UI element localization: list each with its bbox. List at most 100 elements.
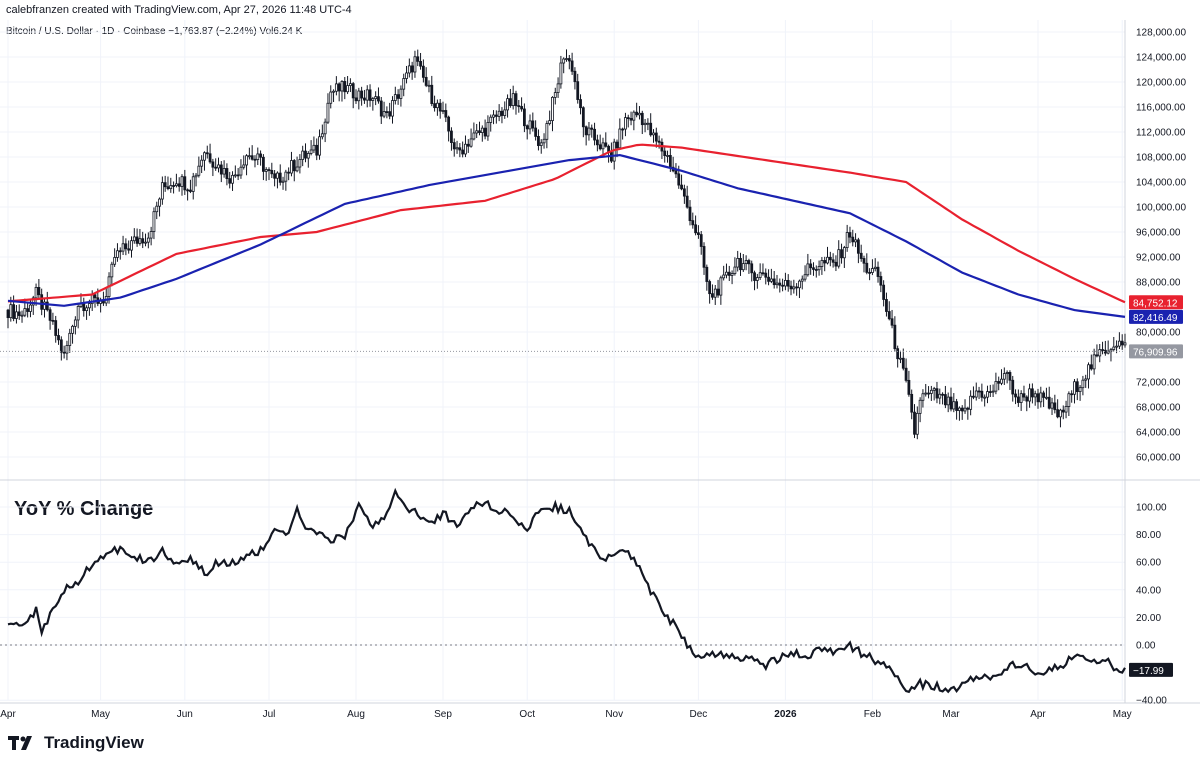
candle-body — [73, 319, 77, 327]
candle-body — [789, 285, 793, 290]
candle-body — [750, 263, 754, 274]
candle-body — [365, 89, 369, 101]
candle-body — [848, 232, 852, 238]
tradingview-logo-icon — [8, 736, 32, 750]
candle-body — [523, 108, 526, 127]
candle-body — [980, 390, 984, 398]
candle-body — [160, 182, 164, 200]
candle-body — [506, 98, 509, 111]
candle-body — [598, 144, 602, 150]
candle-body — [963, 407, 967, 412]
candle-body — [452, 142, 456, 150]
candle-body — [590, 127, 594, 130]
candle-body — [1081, 379, 1085, 389]
candle-body — [203, 152, 206, 161]
candle-body — [899, 357, 902, 360]
candle-body — [576, 81, 580, 100]
candle-body — [831, 259, 835, 263]
candle-body — [357, 90, 361, 102]
candle-body — [1000, 378, 1003, 384]
candle-body — [163, 182, 167, 188]
candle-body — [612, 141, 616, 162]
candle-body — [991, 390, 995, 393]
candle-body — [475, 130, 479, 134]
candle-body — [581, 107, 585, 128]
price-tick-label: 60,000.00 — [1136, 453, 1181, 464]
candle-body — [259, 153, 262, 158]
price-tick-label: 64,000.00 — [1136, 428, 1181, 439]
candle-body — [1070, 393, 1074, 396]
candle-body — [329, 91, 333, 104]
candle-body — [531, 120, 535, 129]
indicator-tick-label: 60.00 — [1136, 558, 1161, 569]
candle-body — [180, 176, 184, 187]
candle-body — [688, 206, 692, 222]
candle-body — [862, 258, 866, 264]
candle-body — [478, 130, 481, 133]
candle-body — [828, 256, 832, 261]
candle-body — [685, 195, 689, 208]
candle-body — [722, 274, 726, 279]
candle-body — [929, 389, 933, 394]
candle-body — [48, 309, 52, 321]
candle-body — [548, 120, 552, 124]
candle-body — [601, 142, 605, 150]
candle-body — [152, 211, 156, 232]
indicator-tick-label: 20.00 — [1136, 613, 1161, 624]
candle-body — [9, 304, 13, 319]
candle-body — [943, 394, 947, 406]
candle-body — [214, 166, 218, 169]
candle-body — [907, 379, 911, 395]
tradingview-branding[interactable]: TradingView — [8, 733, 144, 753]
candle-body — [189, 189, 192, 192]
candle-body — [301, 150, 305, 160]
candle-body — [12, 304, 16, 319]
candle-body — [949, 396, 953, 410]
price-tick-label: 108,000.00 — [1136, 153, 1186, 164]
candle-body — [1120, 340, 1124, 346]
candle-body — [567, 58, 571, 62]
candle-body — [130, 240, 133, 251]
candle-body — [208, 153, 212, 163]
candle-body — [958, 407, 961, 411]
candle-body — [539, 142, 543, 146]
candle-body — [935, 388, 939, 399]
indicator-tick-label: 40.00 — [1136, 585, 1161, 596]
candle-body — [492, 114, 495, 118]
price-tick-label: 68,000.00 — [1136, 403, 1181, 414]
candle-body — [677, 173, 681, 186]
candle-body — [337, 83, 341, 92]
candle-body — [118, 250, 122, 253]
candle-body — [1025, 396, 1029, 402]
candle-body — [573, 70, 577, 83]
candle-body — [565, 58, 568, 60]
candle-body — [494, 114, 498, 117]
candle-body — [15, 311, 18, 319]
candle-body — [1045, 396, 1048, 399]
blue-ma-value-badge-bg — [1129, 309, 1183, 324]
candle-body — [1098, 349, 1102, 357]
candle-body — [368, 89, 372, 101]
candle-body — [76, 306, 80, 321]
candle-body — [1002, 373, 1006, 380]
candle-body — [40, 294, 44, 310]
candle-body — [579, 99, 582, 109]
candle-body — [186, 189, 190, 192]
candle-body — [694, 224, 698, 234]
candle-body — [197, 165, 201, 176]
candle-body — [1056, 409, 1060, 418]
candle-body — [781, 284, 785, 287]
candle-body — [997, 381, 1001, 384]
candle-body — [511, 93, 515, 106]
candle-body — [904, 367, 908, 381]
candle-body — [424, 76, 428, 86]
candle-body — [155, 205, 159, 213]
candle-body — [34, 287, 38, 299]
moving-average-blue-line — [7, 153, 1126, 318]
candle-body — [62, 351, 66, 354]
red-ma-value-badge-bg — [1129, 295, 1183, 310]
candle-body — [284, 171, 288, 182]
candle-body — [135, 236, 139, 244]
candle-body — [20, 314, 24, 317]
